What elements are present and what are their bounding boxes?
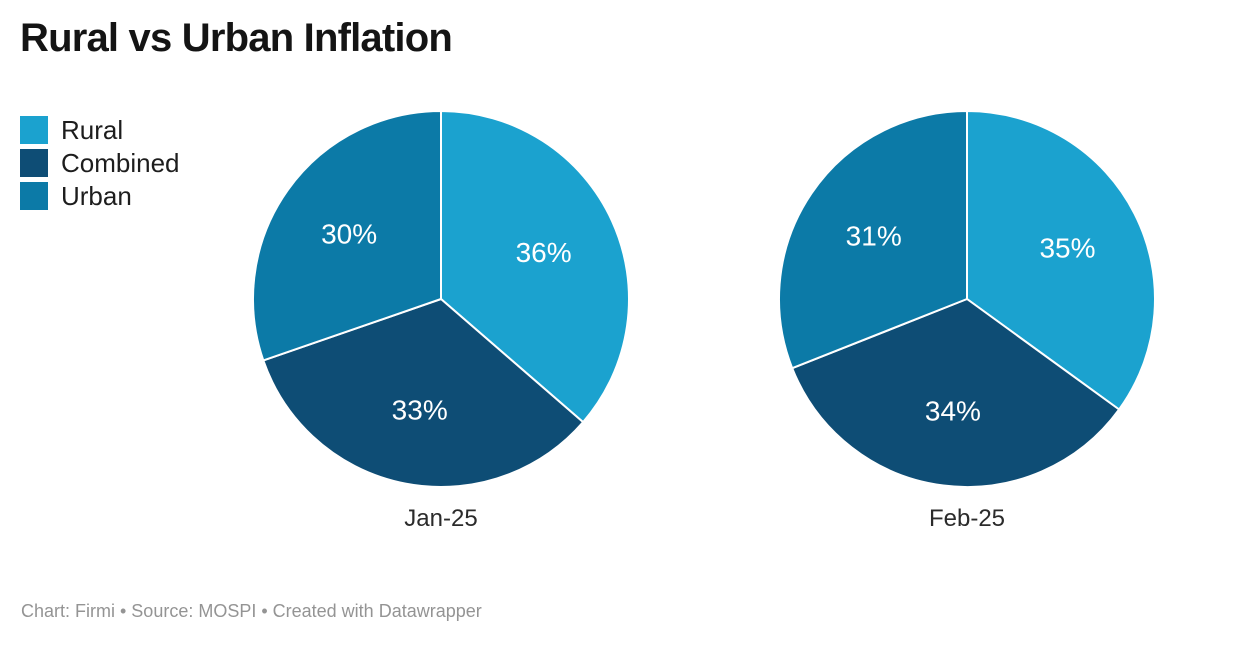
pie-slice-combined — [262, 298, 585, 488]
legend-swatch-icon — [20, 116, 48, 144]
legend-label: Urban — [61, 181, 132, 211]
slice-value-label: 33% — [392, 395, 448, 426]
pie-slice-combined — [791, 298, 1121, 488]
pie-svg-jan: 36% 33% 30% — [252, 110, 630, 488]
pie-svg-feb: 35% 34% 31% — [778, 110, 1156, 488]
chart-footer: Chart: Firmi • Source: MOSPI • Created w… — [21, 601, 482, 621]
slice-value-label: 31% — [846, 220, 902, 251]
legend-swatch-icon — [20, 149, 48, 177]
pie-slice-rural — [440, 110, 630, 424]
legend-swatch-icon — [20, 182, 48, 210]
pie-caption-feb: Feb-25 — [928, 505, 1006, 532]
pie-caption-jan: Jan-25 — [404, 505, 478, 532]
legend-item-rural: Rural — [20, 116, 180, 144]
legend-item-combined: Combined — [20, 149, 180, 177]
legend-label: Combined — [61, 148, 180, 178]
pie-chart-jan: 36% 33% 30% — [252, 110, 630, 488]
pie-slice-urban — [778, 110, 968, 370]
pie-slice-urban — [252, 110, 442, 362]
pie-slice-rural — [966, 110, 1156, 411]
slice-value-label: 30% — [321, 218, 377, 249]
slice-value-label: 34% — [925, 396, 981, 427]
chart-title: Rural vs Urban Inflation — [20, 16, 453, 60]
legend-item-urban: Urban — [20, 182, 180, 210]
legend: Rural Combined Urban — [20, 116, 180, 215]
slice-value-label: 36% — [516, 237, 572, 268]
slice-value-label: 35% — [1039, 233, 1095, 264]
legend-label: Rural — [61, 115, 124, 145]
pie-chart-feb: 35% 34% 31% — [778, 110, 1156, 488]
